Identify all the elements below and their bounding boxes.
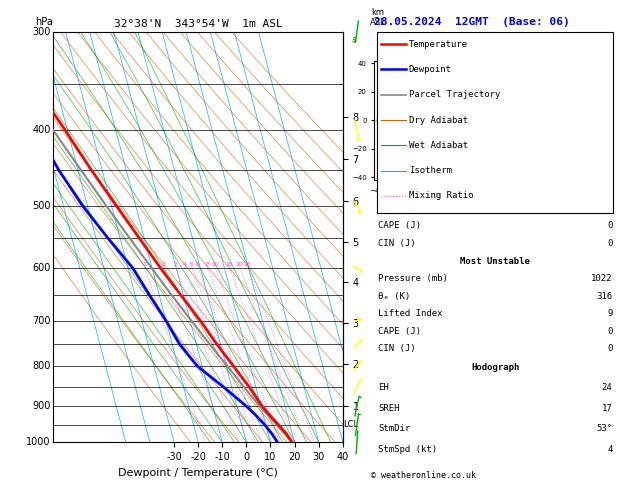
Text: θₑ(K): θₑ(K): [378, 185, 405, 194]
Text: LCL: LCL: [343, 419, 358, 429]
Text: CAPE (J): CAPE (J): [378, 327, 421, 336]
Text: 15: 15: [225, 262, 233, 267]
Text: Surface: Surface: [477, 131, 514, 140]
X-axis label: Dewpoint / Temperature (°C): Dewpoint / Temperature (°C): [118, 468, 278, 478]
Text: 900: 900: [32, 401, 50, 411]
Text: 4: 4: [183, 262, 187, 267]
Text: 4: 4: [607, 445, 613, 453]
Text: 1: 1: [142, 262, 147, 267]
Text: Wet Adiabat: Wet Adiabat: [409, 141, 468, 150]
Text: 0: 0: [607, 327, 613, 336]
Text: 316: 316: [596, 185, 613, 194]
Text: 600: 600: [32, 263, 50, 273]
Text: © weatheronline.co.uk: © weatheronline.co.uk: [371, 471, 476, 480]
Text: 28.05.2024  12GMT  (Base: 06): 28.05.2024 12GMT (Base: 06): [374, 17, 570, 27]
Text: 6: 6: [196, 262, 200, 267]
Text: StmSpd (kt): StmSpd (kt): [378, 445, 437, 453]
Text: Dewp (°C): Dewp (°C): [378, 167, 426, 176]
Text: Lifted Index: Lifted Index: [378, 203, 443, 212]
Text: 18.9: 18.9: [591, 149, 613, 158]
Text: 8: 8: [206, 262, 209, 267]
Text: 53°: 53°: [596, 424, 613, 433]
Text: CAPE (J): CAPE (J): [378, 221, 421, 230]
Text: 5: 5: [190, 262, 194, 267]
Text: Most Unstable: Most Unstable: [460, 257, 530, 266]
Text: hPa: hPa: [35, 17, 53, 28]
Text: EH: EH: [378, 383, 389, 392]
Text: Pressure (mb): Pressure (mb): [378, 274, 448, 283]
Text: PW (cm): PW (cm): [378, 115, 416, 123]
Text: 25: 25: [244, 262, 252, 267]
Text: K: K: [378, 86, 384, 94]
Text: 700: 700: [32, 315, 50, 326]
Text: 24: 24: [602, 383, 613, 392]
Text: Lifted Index: Lifted Index: [378, 309, 443, 318]
Text: 0: 0: [607, 239, 613, 248]
Text: kt: kt: [378, 64, 386, 73]
Text: CIN (J): CIN (J): [378, 239, 416, 248]
Text: 800: 800: [32, 361, 50, 371]
Text: 17: 17: [602, 404, 613, 413]
Text: θₑ (K): θₑ (K): [378, 292, 410, 301]
Text: 300: 300: [32, 27, 50, 36]
Text: Dry Adiabat: Dry Adiabat: [409, 116, 468, 124]
Title: 32°38'N  343°54'W  1m ASL: 32°38'N 343°54'W 1m ASL: [114, 19, 282, 30]
Text: 500: 500: [32, 201, 50, 211]
Text: 400: 400: [32, 125, 50, 135]
Text: -8: -8: [602, 86, 613, 94]
Text: Mixing Ratio: Mixing Ratio: [409, 191, 474, 200]
Text: 3: 3: [174, 262, 178, 267]
Text: SREH: SREH: [378, 404, 399, 413]
Text: CIN (J): CIN (J): [378, 344, 416, 353]
Text: 1000: 1000: [26, 437, 50, 447]
Text: StmDir: StmDir: [378, 424, 410, 433]
Text: Totals Totals: Totals Totals: [378, 100, 448, 109]
Text: Dewpoint: Dewpoint: [409, 65, 452, 74]
Text: Temp (°C): Temp (°C): [378, 149, 426, 158]
Text: Hodograph: Hodograph: [471, 363, 520, 372]
Text: Temperature: Temperature: [409, 40, 468, 49]
Text: 2: 2: [162, 262, 166, 267]
Text: 0: 0: [607, 221, 613, 230]
Text: 12.9: 12.9: [591, 167, 613, 176]
Text: 0: 0: [607, 344, 613, 353]
Text: Parcel Trajectory: Parcel Trajectory: [409, 90, 500, 99]
Text: 9: 9: [607, 203, 613, 212]
Text: 316: 316: [596, 292, 613, 301]
Text: 20: 20: [236, 262, 243, 267]
Text: 27: 27: [602, 100, 613, 109]
Text: Isotherm: Isotherm: [409, 166, 452, 175]
Text: 1.54: 1.54: [591, 115, 613, 123]
Text: 10: 10: [211, 262, 219, 267]
Text: 1022: 1022: [591, 274, 613, 283]
Text: 9: 9: [607, 309, 613, 318]
Text: km
ASL: km ASL: [370, 8, 386, 28]
